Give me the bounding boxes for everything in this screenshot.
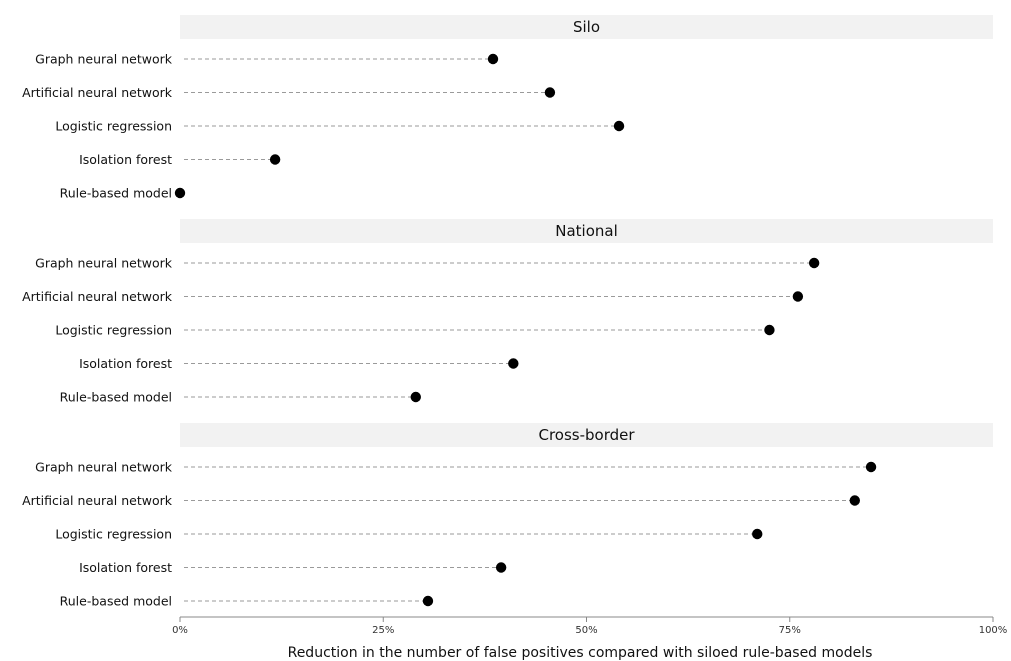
x-tick-label: 75%: [779, 625, 801, 636]
category-label: Isolation forest: [79, 152, 172, 167]
x-axis: 0% 25% 50% 75% 100% Reduction in the number …: [172, 616, 1007, 661]
panel-national: National Graph neural network Artificial n…: [22, 219, 993, 405]
x-tick-label: 0%: [172, 625, 188, 636]
x-tick-label: 50%: [575, 625, 597, 636]
data-point: [410, 391, 421, 403]
panel-header-background: [180, 219, 993, 243]
data-point: [508, 358, 519, 369]
panel-title: Cross-border: [538, 426, 635, 444]
data-point: [764, 324, 775, 336]
data-point: [752, 528, 763, 540]
category-label: Logistic regression: [55, 323, 172, 338]
category-label: Rule-based model: [60, 186, 172, 201]
category-label: Isolation forest: [79, 560, 172, 575]
data-point: [613, 120, 625, 132]
panel-title: Silo: [573, 18, 600, 36]
category-label: Graph neural network: [35, 52, 173, 67]
category-label: Isolation forest: [79, 356, 172, 371]
x-axis-ticks: 0% 25% 50% 75% 100%: [172, 617, 1007, 636]
data-point: [808, 257, 820, 269]
x-tick-label: 100%: [979, 625, 1008, 636]
category-label: Rule-based model: [60, 594, 172, 609]
category-label: Artificial neural network: [22, 493, 173, 508]
category-label: Artificial neural network: [22, 85, 173, 100]
data-point: [174, 187, 186, 199]
data-point: [487, 53, 499, 65]
category-label: Graph neural network: [35, 256, 173, 271]
data-point: [269, 154, 281, 165]
data-point: [865, 461, 877, 473]
data-point: [849, 495, 860, 506]
x-axis-title: Reduction in the number of false positiv…: [288, 645, 873, 661]
category-label: Rule-based model: [60, 390, 172, 405]
data-point: [792, 291, 804, 302]
panel-header-background: [180, 15, 993, 39]
category-label: Logistic regression: [55, 527, 172, 542]
panel-header-background: [180, 423, 993, 447]
panel-cross-border: Cross-border Graph neural network Artifici…: [22, 423, 993, 609]
data-point: [495, 562, 507, 573]
x-tick-label: 25%: [372, 625, 394, 636]
data-point: [422, 595, 434, 607]
panel-silo: Silo Graph neural network Artificial neura…: [22, 15, 993, 201]
category-label: Graph neural network: [35, 460, 173, 475]
category-label: Artificial neural network: [22, 289, 173, 304]
category-label: Logistic regression: [55, 119, 172, 134]
data-point: [544, 87, 556, 98]
panels-layer: Silo Graph neural network Artificial neura…: [22, 15, 993, 609]
panel-title: National: [555, 222, 618, 240]
